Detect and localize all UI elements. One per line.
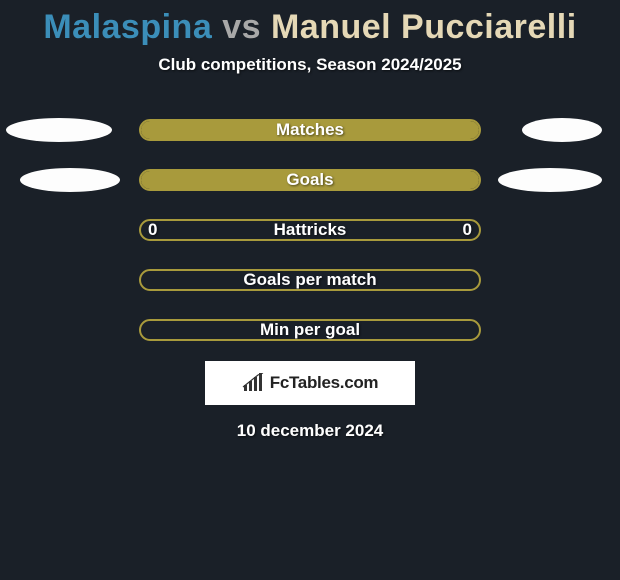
- logo-box: FcTables.com: [205, 361, 415, 405]
- decor-ellipse-right: [522, 118, 602, 142]
- stat-row: 00Hattricks: [0, 217, 620, 243]
- stat-bar: Hattricks: [139, 219, 481, 241]
- decor-ellipse-right: [498, 168, 602, 192]
- stat-bar: Min per goal: [139, 319, 481, 341]
- logo-text: FcTables.com: [270, 373, 379, 393]
- title-player1: Malaspina: [43, 8, 212, 46]
- stat-bar-label: Goals per match: [243, 270, 376, 290]
- stat-row: Goals per match: [0, 267, 620, 293]
- stat-bar-label: Goals: [286, 170, 333, 190]
- comparison-title: Malaspina vs Manuel Pucciarelli: [0, 0, 620, 47]
- stat-bar-label: Hattricks: [274, 220, 347, 240]
- stat-bar: Goals: [139, 169, 481, 191]
- comparison-subtitle: Club competitions, Season 2024/2025: [0, 55, 620, 75]
- stat-row: 00Goals: [0, 167, 620, 193]
- date-text: 10 december 2024: [0, 421, 620, 441]
- decor-ellipse-left: [6, 118, 112, 142]
- decor-ellipse-left: [20, 168, 120, 192]
- stat-row: 517Matches: [0, 117, 620, 143]
- stat-bar: Goals per match: [139, 269, 481, 291]
- stat-row: Min per goal: [0, 317, 620, 343]
- bar-chart-icon: [242, 373, 266, 393]
- stat-bar: Matches: [139, 119, 481, 141]
- title-player2: Manuel Pucciarelli: [271, 8, 577, 46]
- stat-bar-label: Matches: [276, 120, 344, 140]
- stat-rows: 517Matches 00Goals 00Hattricks Goals per ma…: [0, 117, 620, 343]
- stat-bar-label: Min per goal: [260, 320, 360, 340]
- title-vs: vs: [222, 8, 261, 46]
